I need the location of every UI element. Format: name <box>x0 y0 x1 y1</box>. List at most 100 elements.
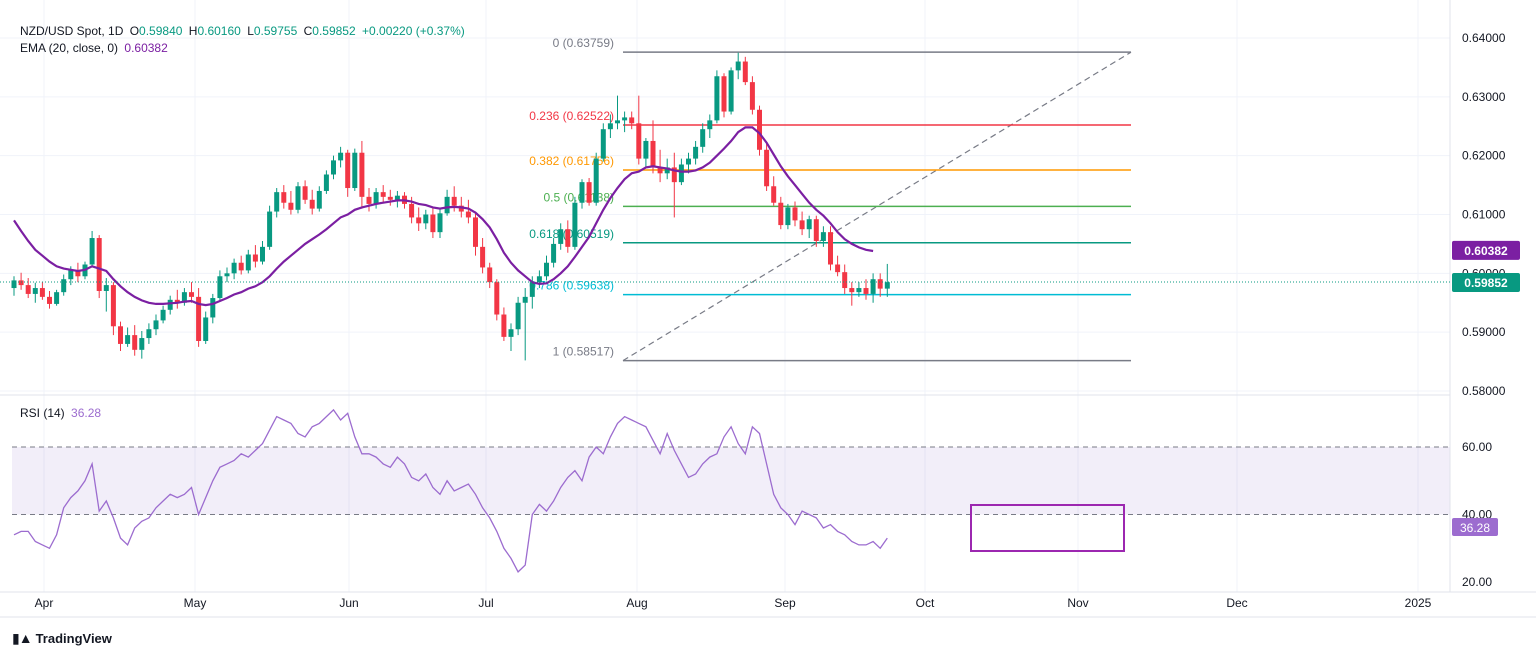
candle-body <box>515 302 521 330</box>
candle-body <box>167 299 173 310</box>
candle-body <box>110 285 116 327</box>
candle-body <box>856 288 862 293</box>
open-value: 0.59840 <box>139 24 183 38</box>
candle-body <box>629 117 635 124</box>
time-tick-label: Nov <box>1067 596 1088 610</box>
candle-body <box>323 174 329 191</box>
candle-body <box>494 282 500 315</box>
candle-body <box>416 217 422 224</box>
candle-body <box>508 329 514 337</box>
time-tick-label: Jun <box>339 596 358 610</box>
candle-body <box>714 76 720 121</box>
candle-body <box>678 164 684 183</box>
candle-body <box>586 182 592 203</box>
time-tick-label: Dec <box>1226 596 1247 610</box>
candle-body <box>544 262 549 277</box>
rsi-value: 36.28 <box>71 406 102 420</box>
candle-body <box>870 279 876 294</box>
grid-lines <box>0 0 1450 592</box>
candle-body <box>302 186 308 200</box>
candle-body <box>238 262 244 271</box>
candle-body <box>54 292 60 304</box>
candle-body <box>671 167 677 183</box>
candle-body <box>501 314 507 337</box>
candle-body <box>39 288 45 297</box>
close-label: C <box>303 24 313 38</box>
candle-body <box>657 167 663 174</box>
candle-body <box>181 292 187 303</box>
price-tick-label: 0.62000 <box>1462 149 1506 163</box>
fibonacci-retracement[interactable]: 0 (0.63759) 0.236 (0.62522) 0.382 (0.61756… <box>529 36 1132 362</box>
fib-trend-line <box>622 51 1132 362</box>
candle-body <box>863 288 869 294</box>
candle-body <box>643 140 649 159</box>
candle-body <box>189 292 194 297</box>
candle-body <box>394 195 400 200</box>
fib-level-label: 0 (0.63759) <box>553 36 614 50</box>
time-tick-label: Sep <box>774 596 796 610</box>
rsi-highlight-box <box>970 504 1125 552</box>
time-tick-label: Aug <box>626 596 647 610</box>
candle-body <box>267 211 273 247</box>
candle-body <box>757 109 762 150</box>
candle-body <box>96 238 102 291</box>
candle-body <box>799 220 805 230</box>
low-label: L <box>247 24 254 38</box>
last-price-badge <box>1452 273 1520 293</box>
candle-body <box>451 196 457 206</box>
candle-body <box>764 149 770 187</box>
ema-price-badge <box>1452 240 1520 260</box>
candle-body <box>245 254 251 271</box>
candle-body <box>529 282 535 297</box>
candle-body <box>160 309 166 321</box>
candle-body <box>558 229 564 244</box>
rsi-band <box>12 447 1450 515</box>
close-value: 0.59852 <box>312 24 356 38</box>
ema-value: 0.60382 <box>124 41 168 55</box>
rsi-pane: 60.00 40.00 20.00 36.28 <box>12 408 1498 589</box>
candle-body <box>877 279 883 289</box>
candlestick-series <box>11 52 890 361</box>
candle-body <box>373 192 379 204</box>
candle-body <box>465 211 471 218</box>
rsi-tick-label: 20.00 <box>1462 575 1492 589</box>
candle-body <box>473 217 478 247</box>
candle-body <box>11 280 17 289</box>
candle-body <box>153 320 159 330</box>
candle-body <box>458 205 464 212</box>
candle-body <box>771 186 777 203</box>
rsi-value-badge-text: 36.28 <box>1460 521 1490 535</box>
candle-body <box>203 317 209 341</box>
last-price-badge-text: 0.59852 <box>1464 276 1508 290</box>
candle-body <box>18 280 24 286</box>
candle-body <box>884 282 890 289</box>
time-tick-label: Oct <box>916 596 935 610</box>
candle-body <box>217 276 223 299</box>
candle-body <box>75 270 81 277</box>
low-value: 0.59755 <box>253 24 298 38</box>
candle-body <box>792 207 798 221</box>
candle-body <box>650 140 656 168</box>
candle-body <box>32 288 38 294</box>
price-tick-label: 0.59000 <box>1462 325 1506 339</box>
candle-body <box>118 326 123 344</box>
candle-body <box>622 117 628 121</box>
candle-body <box>103 285 109 291</box>
candle-body <box>61 279 67 293</box>
candle-body <box>380 192 386 197</box>
candle-body <box>835 264 841 273</box>
candle-body <box>260 246 265 262</box>
tradingview-brand[interactable]: ▮▲ TradingView <box>12 630 112 647</box>
rsi-tick-label: 60.00 <box>1462 440 1492 454</box>
candle-body <box>593 158 599 203</box>
candle-body <box>252 254 258 262</box>
candle-body <box>565 229 571 247</box>
candle-body <box>806 219 812 230</box>
candle-body <box>359 152 365 197</box>
brand-name: TradingView <box>35 631 112 646</box>
candle-body <box>820 232 826 241</box>
candle-body <box>409 203 415 218</box>
candle-body <box>132 335 138 350</box>
open-label: O <box>129 24 140 38</box>
